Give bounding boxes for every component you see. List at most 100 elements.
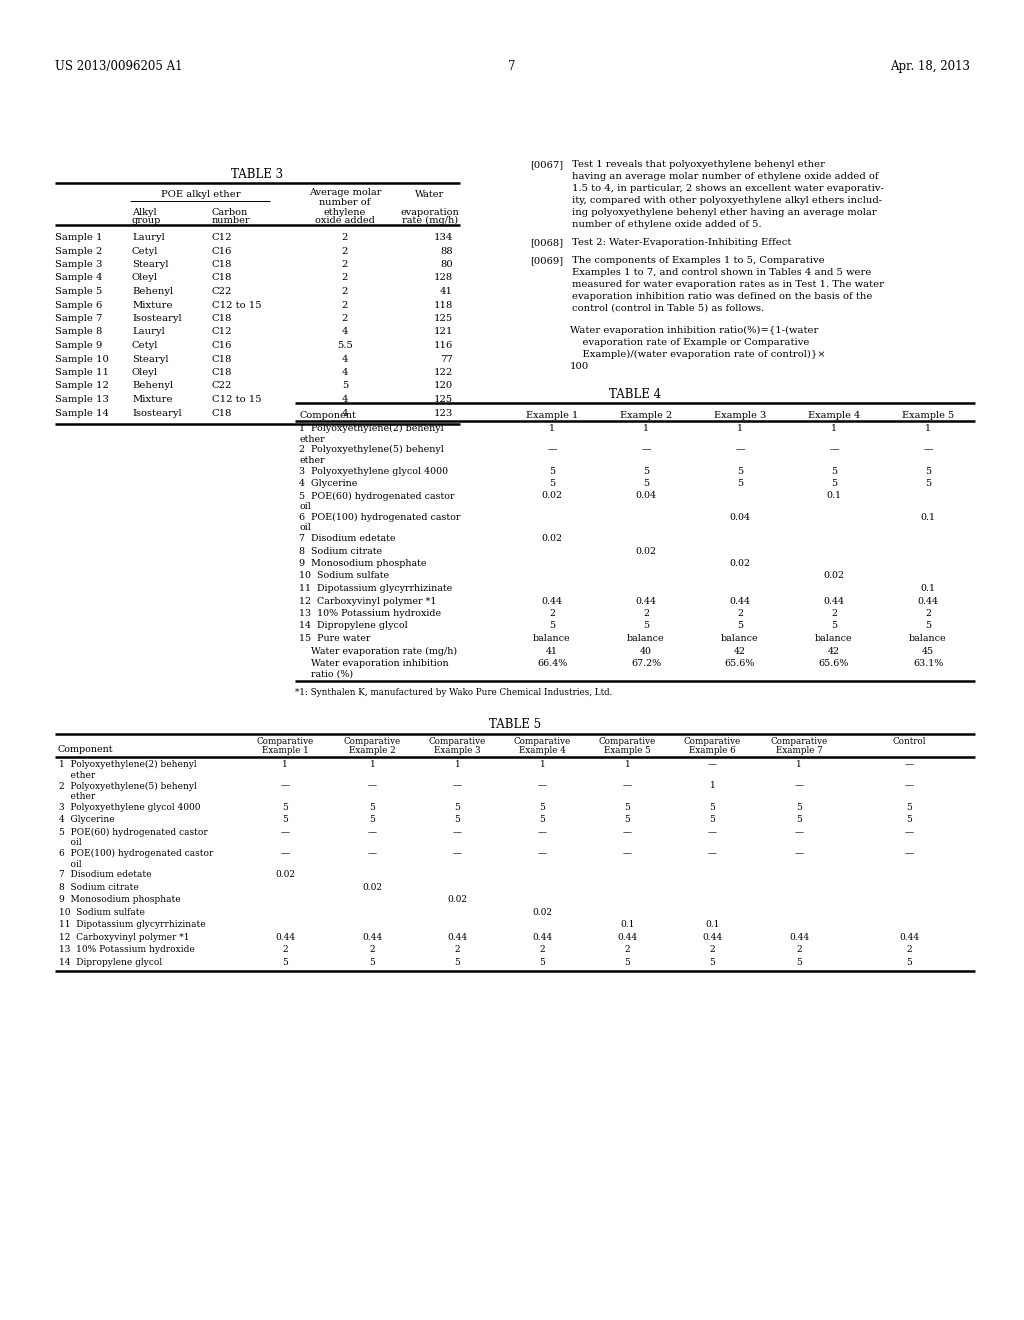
Text: Sample 9: Sample 9 [55, 341, 102, 350]
Text: 5: 5 [830, 479, 837, 488]
Text: TABLE 3: TABLE 3 [231, 168, 283, 181]
Text: 120: 120 [434, 381, 453, 391]
Text: —: — [453, 781, 462, 791]
Text: 2: 2 [710, 945, 716, 954]
Text: —: — [538, 849, 547, 858]
Text: 5: 5 [796, 816, 802, 824]
Text: ratio (%): ratio (%) [299, 669, 353, 678]
Text: 3  Polyoxyethylene glycol 4000: 3 Polyoxyethylene glycol 4000 [299, 466, 449, 475]
Text: 5: 5 [737, 622, 743, 631]
Text: 2: 2 [737, 609, 743, 618]
Text: 2  Polyoxyethylene(5) behenyl: 2 Polyoxyethylene(5) behenyl [59, 781, 197, 791]
Text: Water evaporation rate (mg/h): Water evaporation rate (mg/h) [299, 647, 457, 656]
Text: [0067]: [0067] [530, 160, 563, 169]
Text: 2: 2 [925, 609, 931, 618]
Text: 5: 5 [540, 816, 546, 824]
Text: [0068]: [0068] [530, 238, 563, 247]
Text: ing polyoxyethylene behenyl ether having an average molar: ing polyoxyethylene behenyl ether having… [572, 209, 877, 216]
Text: 15  Pure water: 15 Pure water [299, 634, 371, 643]
Text: 1: 1 [283, 760, 288, 770]
Text: 2: 2 [370, 945, 376, 954]
Text: 3  Polyoxyethylene glycol 4000: 3 Polyoxyethylene glycol 4000 [59, 803, 201, 812]
Text: —: — [281, 849, 290, 858]
Text: 45: 45 [922, 647, 934, 656]
Text: 116: 116 [434, 341, 453, 350]
Text: Comparative: Comparative [599, 738, 656, 746]
Text: 67.2%: 67.2% [631, 659, 662, 668]
Text: 1: 1 [540, 760, 546, 770]
Text: —: — [623, 828, 632, 837]
Text: —: — [538, 781, 547, 791]
Text: —: — [453, 849, 462, 858]
Text: 7  Disodium edetate: 7 Disodium edetate [59, 870, 152, 879]
Text: 5: 5 [925, 466, 931, 475]
Text: Example 1: Example 1 [261, 746, 308, 755]
Text: Oleyl: Oleyl [132, 368, 158, 378]
Text: Component: Component [57, 746, 113, 754]
Text: 5: 5 [625, 958, 631, 966]
Text: —: — [547, 445, 557, 454]
Text: 63.1%: 63.1% [912, 659, 943, 668]
Text: measured for water evaporation rates as in Test 1. The water: measured for water evaporation rates as … [572, 280, 884, 289]
Text: 5: 5 [710, 816, 716, 824]
Text: Control: Control [892, 738, 926, 746]
Text: 2: 2 [342, 247, 348, 256]
Text: 2: 2 [906, 945, 911, 954]
Text: 0.02: 0.02 [542, 535, 562, 543]
Text: 1: 1 [643, 424, 649, 433]
Text: 1  Polyoxyethylene(2) behenyl: 1 Polyoxyethylene(2) behenyl [59, 760, 197, 770]
Text: —: — [904, 828, 913, 837]
Text: 14  Dipropylene glycol: 14 Dipropylene glycol [299, 622, 408, 631]
Text: 5: 5 [540, 958, 546, 966]
Text: evaporation inhibition ratio was defined on the basis of the: evaporation inhibition ratio was defined… [572, 292, 872, 301]
Text: 12  Carboxyvinyl polymer *1: 12 Carboxyvinyl polymer *1 [59, 933, 189, 941]
Text: rate (mg/h): rate (mg/h) [402, 216, 458, 226]
Text: —: — [924, 445, 933, 454]
Text: —: — [708, 828, 717, 837]
Text: 134: 134 [433, 234, 453, 242]
Text: 0.1: 0.1 [621, 920, 635, 929]
Text: 5: 5 [925, 479, 931, 488]
Text: Sample 12: Sample 12 [55, 381, 109, 391]
Text: 1: 1 [831, 424, 837, 433]
Text: 0.44: 0.44 [899, 933, 920, 941]
Text: ethylene: ethylene [324, 209, 367, 216]
Text: —: — [904, 781, 913, 791]
Text: Apr. 18, 2013: Apr. 18, 2013 [890, 59, 970, 73]
Text: C18: C18 [212, 273, 232, 282]
Text: 5: 5 [830, 622, 837, 631]
Text: 0.1: 0.1 [706, 920, 720, 929]
Text: balance: balance [627, 634, 665, 643]
Text: 65.6%: 65.6% [725, 659, 755, 668]
Text: 118: 118 [433, 301, 453, 309]
Text: 0.04: 0.04 [636, 491, 656, 500]
Text: 5: 5 [643, 479, 649, 488]
Text: 6  POE(100) hydrogenated castor: 6 POE(100) hydrogenated castor [299, 512, 461, 521]
Text: 77: 77 [440, 355, 453, 363]
Text: —: — [368, 828, 377, 837]
Text: 5: 5 [342, 381, 348, 391]
Text: 88: 88 [440, 247, 453, 256]
Text: 1: 1 [455, 760, 461, 770]
Text: 13  10% Potassium hydroxide: 13 10% Potassium hydroxide [299, 609, 441, 618]
Text: having an average molar number of ethylene oxide added of: having an average molar number of ethyle… [572, 172, 879, 181]
Text: balance: balance [534, 634, 570, 643]
Text: Isostearyl: Isostearyl [132, 314, 181, 323]
Text: 1: 1 [737, 424, 743, 433]
Text: 123: 123 [434, 408, 453, 417]
Text: 2: 2 [797, 945, 802, 954]
Text: 5: 5 [710, 958, 716, 966]
Text: Comparative: Comparative [684, 738, 741, 746]
Text: 5: 5 [282, 803, 288, 812]
Text: 5: 5 [370, 816, 376, 824]
Text: 7  Disodium edetate: 7 Disodium edetate [299, 535, 395, 543]
Text: 5: 5 [906, 958, 912, 966]
Text: Sample 1: Sample 1 [55, 234, 102, 242]
Text: C12 to 15: C12 to 15 [212, 395, 261, 404]
Text: —: — [795, 828, 804, 837]
Text: 14  Dipropylene glycol: 14 Dipropylene glycol [59, 958, 162, 966]
Text: 2: 2 [549, 609, 555, 618]
Text: ity, compared with other polyoxyethylene alkyl ethers includ-: ity, compared with other polyoxyethylene… [572, 195, 882, 205]
Text: Examples 1 to 7, and control shown in Tables 4 and 5 were: Examples 1 to 7, and control shown in Ta… [572, 268, 871, 277]
Text: POE alkyl ether: POE alkyl ether [161, 190, 241, 199]
